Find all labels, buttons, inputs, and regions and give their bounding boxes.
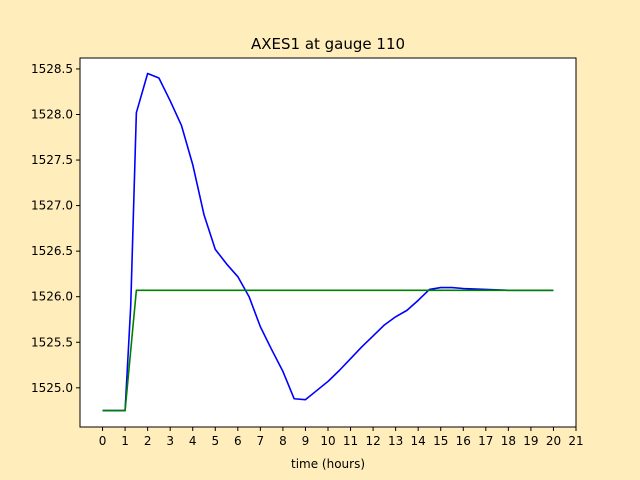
y-tick-label: 1527.0 (31, 199, 73, 213)
y-tick-label: 1525.0 (31, 381, 73, 395)
chart-title: AXES1 at gauge 110 (251, 35, 405, 53)
x-tick-label: 7 (257, 434, 265, 448)
y-tick-label: 1528.0 (31, 107, 73, 121)
y-tick-label: 1527.5 (31, 153, 73, 167)
x-tick-label: 21 (568, 434, 583, 448)
y-tick-label: 1528.5 (31, 62, 73, 76)
x-axis: 0 1 2 3 4 5 6 7 8 9 10 11 12 13 14 15 16 17 18 19 20 21 (99, 427, 584, 448)
series-line-2 (102, 289, 554, 412)
series-line-1 (102, 72, 554, 412)
y-axis: 1525.0 1525.5 1526.0 1526.5 1527.0 1527.5 1528… (31, 62, 80, 395)
x-tick-label: 10 (320, 434, 335, 448)
x-tick-label: 6 (234, 434, 242, 448)
plot-area (80, 58, 576, 427)
x-tick-label: 9 (302, 434, 310, 448)
x-tick-label: 17 (478, 434, 493, 448)
x-tick-label: 1 (121, 434, 129, 448)
x-tick-label: 14 (411, 434, 426, 448)
x-tick-label: 18 (501, 434, 516, 448)
x-tick-label: 19 (523, 434, 538, 448)
x-tick-label: 15 (433, 434, 448, 448)
x-tick-label: 8 (279, 434, 287, 448)
series-layer (102, 72, 554, 412)
x-tick-label: 0 (99, 434, 107, 448)
x-tick-label: 5 (211, 434, 219, 448)
x-tick-label: 2 (144, 434, 152, 448)
x-tick-label: 13 (388, 434, 403, 448)
x-tick-label: 20 (546, 434, 561, 448)
y-tick-label: 1525.5 (31, 335, 73, 349)
x-tick-label: 16 (456, 434, 471, 448)
x-axis-label: time (hours) (291, 457, 365, 471)
x-tick-label: 12 (365, 434, 380, 448)
x-tick-label: 11 (343, 434, 358, 448)
y-tick-label: 1526.5 (31, 244, 73, 258)
x-tick-label: 4 (189, 434, 197, 448)
y-tick-label: 1526.0 (31, 290, 73, 304)
x-tick-label: 3 (166, 434, 174, 448)
